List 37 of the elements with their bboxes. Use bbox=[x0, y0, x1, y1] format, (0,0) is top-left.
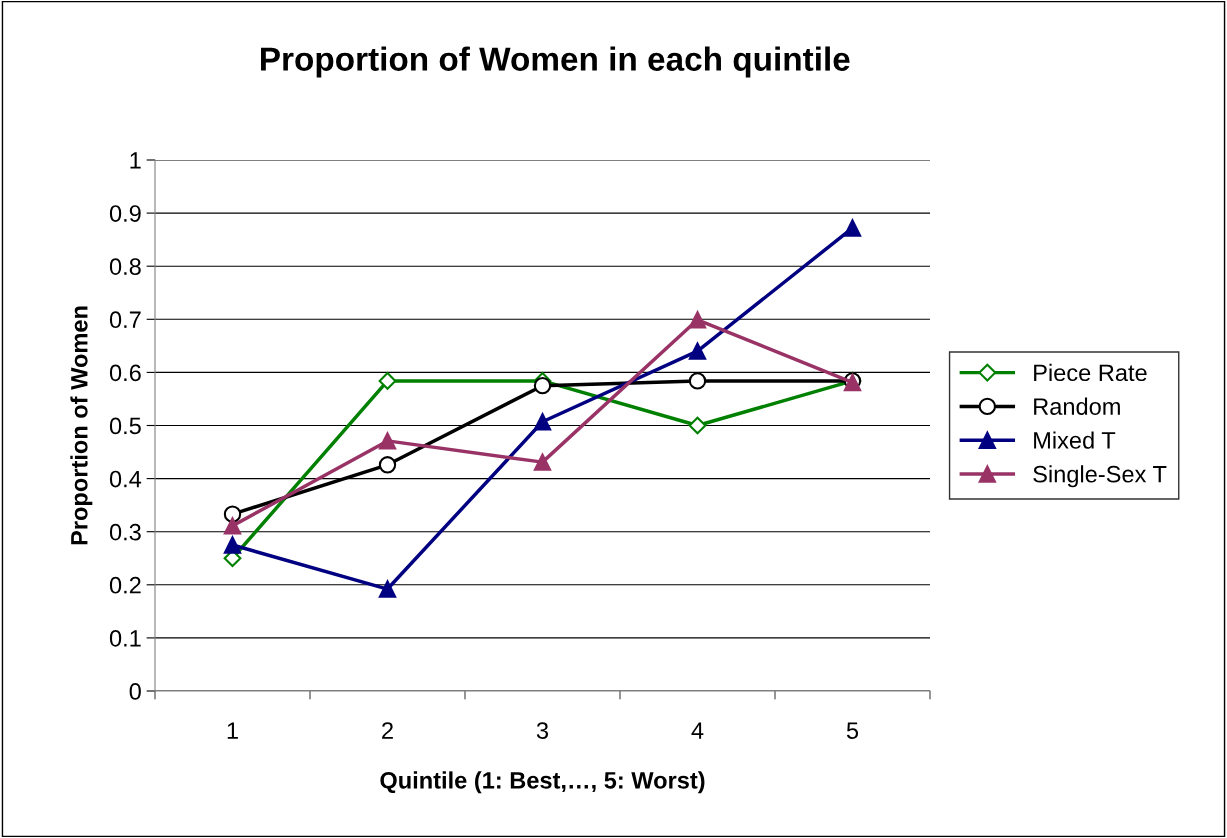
y-axis-title: Proportion of Women bbox=[70, 306, 93, 545]
y-tick-label: 0.4 bbox=[109, 470, 142, 488]
point bbox=[378, 456, 397, 474]
point bbox=[223, 536, 242, 554]
point bbox=[688, 311, 707, 329]
y-tick-label: 1 bbox=[130, 152, 141, 169]
point bbox=[378, 372, 397, 390]
legend-label: Single-Sex T bbox=[1033, 465, 1167, 488]
point bbox=[223, 517, 242, 535]
point bbox=[688, 372, 707, 390]
point bbox=[843, 219, 862, 237]
point bbox=[378, 432, 397, 450]
x-tick-label: 4 bbox=[691, 722, 704, 739]
point bbox=[533, 453, 552, 471]
y-tick-label: 0.8 bbox=[109, 258, 141, 275]
x-tick-label: 5 bbox=[846, 722, 859, 739]
legend-label: Random bbox=[1034, 397, 1120, 415]
point bbox=[533, 377, 552, 395]
y-tick-label: 0.2 bbox=[109, 576, 141, 594]
point bbox=[688, 416, 707, 435]
x-tick-label: 1 bbox=[227, 722, 238, 739]
point bbox=[533, 413, 552, 431]
y-tick-label: 0 bbox=[129, 683, 141, 700]
y-tick-label: 0.3 bbox=[109, 523, 141, 541]
chart-title: Proportion of Women in each quintile bbox=[261, 46, 850, 78]
legend-label: Piece Rate bbox=[1034, 363, 1147, 382]
point bbox=[688, 342, 707, 360]
y-tick-label: 0.1 bbox=[109, 629, 141, 647]
x-tick-label: 3 bbox=[536, 722, 549, 739]
x-axis-title: Quintile (1: Best,…, 5: Worst) bbox=[380, 771, 705, 794]
legend-label: Mixed T bbox=[1034, 431, 1116, 449]
y-tick-label: 0.9 bbox=[109, 205, 141, 222]
y-tick-label: 0.6 bbox=[109, 364, 141, 382]
y-tick-label: 0.5 bbox=[109, 417, 141, 435]
x-tick-label: 2 bbox=[382, 722, 393, 739]
point bbox=[378, 580, 397, 598]
y-tick-label: 0.7 bbox=[109, 311, 141, 329]
